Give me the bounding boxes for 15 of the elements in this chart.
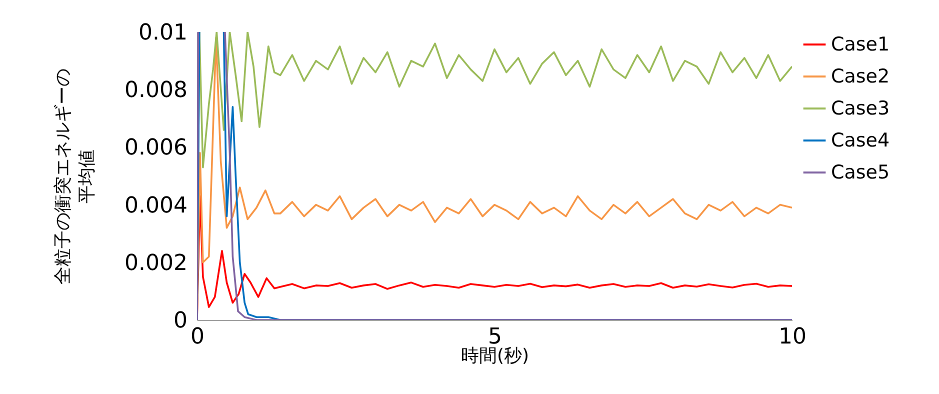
y-axis-title: 全粒子の衝突エネルギーの平均値 (52, 68, 98, 284)
y-tick-label: 0.002 (124, 250, 188, 276)
legend-label: Case2 (831, 66, 890, 88)
x-axis-title: 時間(秒) (460, 346, 530, 366)
y-tick-label: 0 (174, 308, 188, 334)
legend-label: Case5 (831, 162, 890, 184)
legend-label: Case1 (831, 34, 890, 56)
legend-label: Case3 (831, 98, 890, 120)
legend-label: Case4 (831, 130, 890, 152)
y-tick-label: 0.01 (138, 20, 188, 46)
y-tick-label: 0.006 (124, 136, 188, 161)
x-tick-label: 10 (778, 324, 806, 350)
x-tick-label: 0 (190, 324, 204, 350)
y-tick-label: 0.004 (124, 193, 188, 218)
y-tick-label: 0.008 (124, 78, 188, 104)
